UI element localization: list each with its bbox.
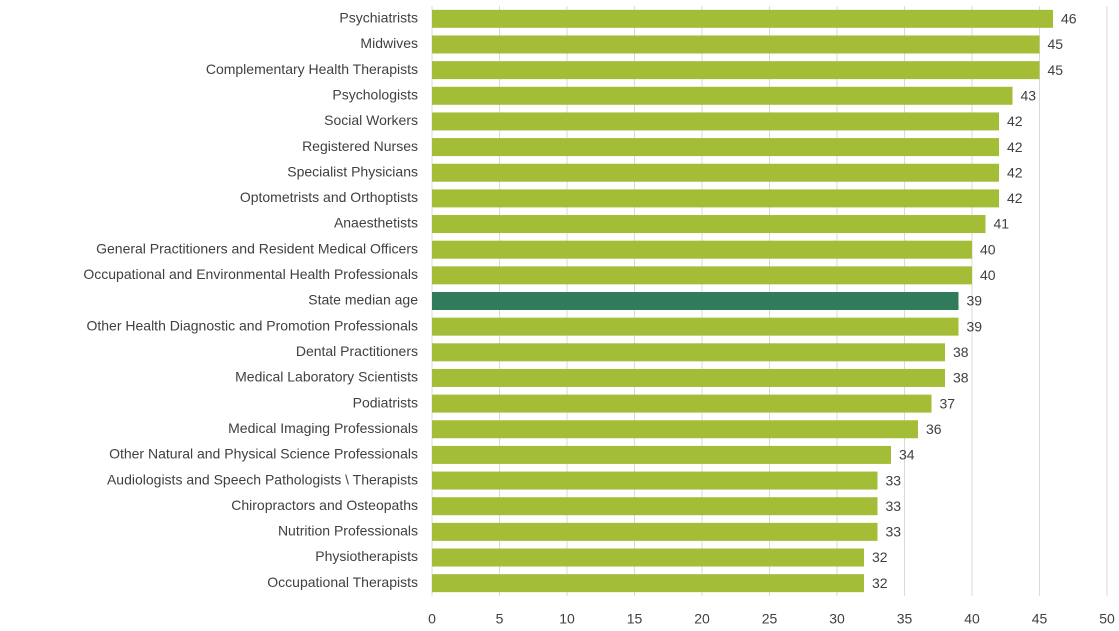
value-label: 42 <box>1007 139 1023 155</box>
value-label: 33 <box>886 498 902 514</box>
bar <box>432 163 999 182</box>
y-tick-label: Specialist Physicians <box>287 163 418 179</box>
bar <box>432 574 864 593</box>
value-label: 45 <box>1048 62 1064 78</box>
bar <box>432 215 986 234</box>
value-label: 39 <box>967 293 983 309</box>
y-tick-label: Midwives <box>360 35 418 51</box>
bar <box>432 189 999 208</box>
y-tick-label: Podiatrists <box>353 394 418 410</box>
y-tick-label: Psychologists <box>332 86 418 102</box>
bar <box>432 317 959 336</box>
bar <box>432 368 945 387</box>
value-label: 33 <box>886 524 902 540</box>
bar <box>432 9 1053 28</box>
value-label: 32 <box>872 549 888 565</box>
bar <box>432 522 878 541</box>
value-label: 46 <box>1061 11 1077 27</box>
value-label: 38 <box>953 370 969 386</box>
value-label: 34 <box>899 447 915 463</box>
value-label: 42 <box>1007 164 1023 180</box>
y-tick-label: Anaesthetists <box>334 215 418 231</box>
y-tick-label: Medical Imaging Professionals <box>228 420 418 436</box>
y-tick-label: Chiropractors and Osteopaths <box>231 497 418 513</box>
y-tick-label: Registered Nurses <box>302 138 418 154</box>
y-tick-label: Social Workers <box>324 112 418 128</box>
bar <box>432 240 972 259</box>
bar <box>432 394 932 413</box>
x-tick-label: 35 <box>897 611 913 627</box>
y-tick-label: Complementary Health Therapists <box>206 61 418 77</box>
bar <box>432 497 878 516</box>
value-label: 41 <box>994 216 1010 232</box>
bar <box>432 548 864 567</box>
bar <box>432 292 959 310</box>
value-label: 40 <box>980 241 996 257</box>
value-label: 32 <box>872 575 888 591</box>
y-tick-label: Occupational and Environmental Health Pr… <box>83 266 418 282</box>
bar <box>432 266 972 285</box>
x-tick-label: 30 <box>829 611 845 627</box>
value-label: 45 <box>1048 36 1064 52</box>
value-label: 36 <box>926 421 942 437</box>
value-label: 42 <box>1007 113 1023 129</box>
bar <box>432 471 878 490</box>
bar <box>432 112 999 131</box>
x-tick-label: 25 <box>762 611 778 627</box>
y-tick-label: Optometrists and Orthoptists <box>240 189 418 205</box>
y-tick-label: Physiotherapists <box>315 548 418 564</box>
value-label: 33 <box>886 472 902 488</box>
x-tick-label: 0 <box>428 611 436 627</box>
y-tick-label: Dental Practitioners <box>296 343 418 359</box>
x-tick-label: 15 <box>627 611 643 627</box>
x-tick-label: 40 <box>964 611 980 627</box>
bar <box>432 343 945 362</box>
x-tick-label: 50 <box>1099 611 1115 627</box>
bar <box>432 445 891 464</box>
y-tick-label: State median age <box>308 292 418 308</box>
bar <box>432 138 999 157</box>
value-label: 40 <box>980 267 996 283</box>
value-label: 42 <box>1007 190 1023 206</box>
x-tick-label: 45 <box>1032 611 1048 627</box>
x-tick-label: 20 <box>694 611 710 627</box>
x-tick-label: 10 <box>559 611 575 627</box>
x-tick-label: 5 <box>496 611 504 627</box>
bar <box>432 35 1040 54</box>
y-tick-label: Other Natural and Physical Science Profe… <box>109 446 418 462</box>
y-tick-label: Other Health Diagnostic and Promotion Pr… <box>86 317 418 333</box>
bar <box>432 61 1040 80</box>
bar <box>432 420 918 439</box>
y-tick-label: Medical Laboratory Scientists <box>235 369 418 385</box>
y-tick-label: Psychiatrists <box>339 10 418 26</box>
value-label: 37 <box>940 395 956 411</box>
value-label: 38 <box>953 344 969 360</box>
y-tick-label: Occupational Therapists <box>267 574 418 590</box>
y-tick-label: Audiologists and Speech Pathologists \ T… <box>107 471 418 487</box>
y-tick-label: General Practitioners and Resident Medic… <box>96 240 418 256</box>
value-label: 39 <box>967 318 983 334</box>
value-label: 43 <box>1021 87 1037 103</box>
bar <box>432 86 1013 105</box>
y-tick-label: Nutrition Professionals <box>278 523 418 539</box>
